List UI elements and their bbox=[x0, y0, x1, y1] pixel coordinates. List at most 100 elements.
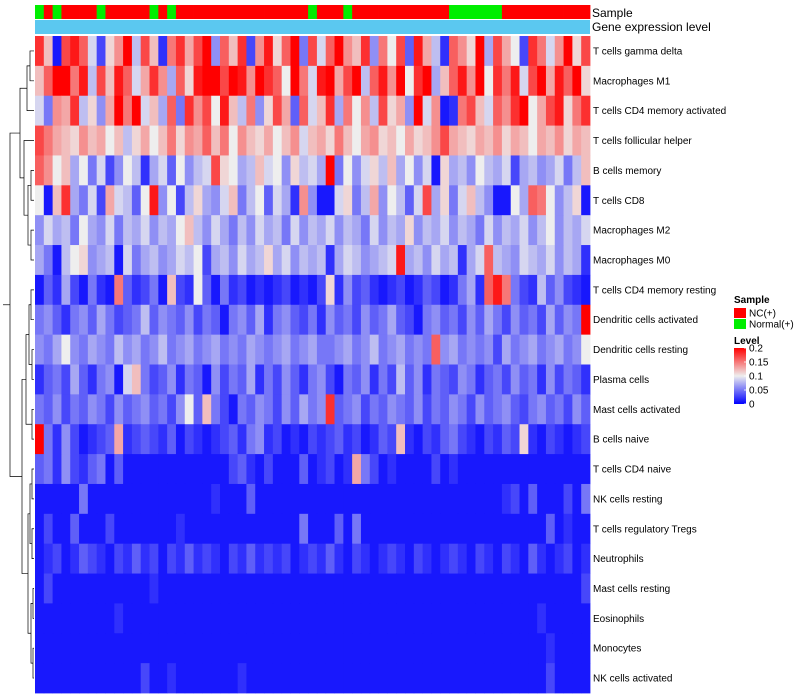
heatmap-cell bbox=[563, 245, 573, 276]
level-bar bbox=[35, 20, 590, 34]
heatmap-cell bbox=[290, 364, 300, 395]
heatmap-cell bbox=[184, 95, 194, 126]
heatmap-cell bbox=[52, 424, 62, 455]
heatmap-cell bbox=[387, 155, 397, 186]
heatmap-cell bbox=[387, 95, 397, 126]
heatmap-cell bbox=[202, 663, 212, 694]
heatmap-cell bbox=[396, 543, 406, 574]
heatmap-cell bbox=[255, 245, 265, 276]
heatmap-cell bbox=[131, 513, 142, 545]
heatmap-cell bbox=[87, 424, 98, 455]
heatmap-cell bbox=[123, 274, 133, 306]
heatmap-cell bbox=[220, 424, 230, 455]
heatmap-cell bbox=[545, 304, 556, 336]
heatmap-cell bbox=[35, 573, 45, 604]
heatmap-cell bbox=[175, 394, 186, 425]
heatmap-cell bbox=[396, 364, 406, 395]
heatmap-cell bbox=[272, 215, 283, 246]
heatmap-cell bbox=[290, 543, 300, 574]
heatmap-cell bbox=[299, 245, 309, 276]
heatmap-cell bbox=[228, 65, 239, 97]
heatmap-cell bbox=[528, 334, 538, 365]
heatmap-cell bbox=[510, 334, 520, 365]
heatmap-cell bbox=[378, 155, 388, 186]
row-label: NK cells resting bbox=[593, 494, 662, 505]
heatmap-cell bbox=[167, 334, 177, 365]
heatmap-cell bbox=[140, 483, 150, 515]
heatmap-cell bbox=[43, 36, 54, 67]
heatmap-cell bbox=[581, 633, 591, 664]
heatmap-cell bbox=[475, 364, 485, 395]
heatmap-cell bbox=[255, 215, 265, 246]
heatmap-cell bbox=[501, 334, 512, 365]
heatmap-cell bbox=[325, 663, 335, 694]
heatmap-cell bbox=[35, 513, 45, 545]
heatmap-cell bbox=[449, 394, 459, 425]
heatmap-cell bbox=[484, 304, 494, 336]
heatmap-cell bbox=[369, 573, 379, 604]
heatmap-cell bbox=[140, 603, 150, 634]
heatmap-cell bbox=[123, 65, 133, 97]
heatmap-cell bbox=[237, 274, 247, 306]
heatmap-cell bbox=[457, 454, 468, 485]
heatmap-cell bbox=[281, 36, 291, 67]
heatmap-cell bbox=[466, 483, 476, 515]
legend-tick-label: 0 bbox=[749, 400, 755, 411]
heatmap-cell bbox=[413, 65, 424, 97]
heatmap-cell bbox=[290, 215, 300, 246]
heatmap-cell bbox=[545, 95, 556, 126]
row-label: Mast cells activated bbox=[593, 405, 680, 416]
sample-cell bbox=[264, 5, 274, 19]
heatmap-cell bbox=[158, 274, 168, 306]
heatmap-cell bbox=[158, 663, 168, 694]
heatmap-cell bbox=[545, 603, 556, 634]
heatmap-cell bbox=[378, 125, 388, 156]
heatmap-cell bbox=[167, 125, 177, 156]
heatmap-cell bbox=[422, 543, 432, 574]
heatmap-cell bbox=[493, 513, 503, 545]
sample-cell bbox=[290, 5, 300, 19]
heatmap-cell bbox=[334, 364, 344, 395]
heatmap-cell bbox=[378, 304, 388, 336]
heatmap-cell bbox=[131, 274, 142, 306]
sample-cell bbox=[475, 5, 485, 19]
heatmap-cell bbox=[360, 334, 371, 365]
dendrogram-branch bbox=[29, 50, 34, 82]
heatmap-cell bbox=[352, 245, 362, 276]
heatmap-cell bbox=[281, 483, 291, 515]
heatmap-cell bbox=[475, 215, 485, 246]
heatmap-cell bbox=[422, 245, 432, 276]
heatmap-cell bbox=[378, 454, 388, 485]
heatmap-cell bbox=[528, 65, 538, 97]
heatmap-cell bbox=[537, 603, 547, 634]
heatmap-cell bbox=[131, 155, 142, 186]
heatmap-cell bbox=[246, 483, 256, 515]
heatmap-cell bbox=[316, 603, 327, 634]
heatmap-cell bbox=[264, 65, 274, 97]
heatmap-cell bbox=[563, 364, 573, 395]
heatmap-cell bbox=[440, 454, 450, 485]
heatmap-cell bbox=[396, 334, 406, 365]
heatmap-cell bbox=[440, 364, 450, 395]
heatmap-cell bbox=[237, 454, 247, 485]
heatmap-cell bbox=[545, 274, 556, 306]
heatmap-cell bbox=[52, 334, 62, 365]
heatmap-cell bbox=[519, 185, 529, 216]
heatmap-cell bbox=[581, 513, 591, 545]
heatmap-cell bbox=[140, 573, 150, 604]
row-label: Plasma cells bbox=[593, 375, 649, 386]
heatmap-cell bbox=[114, 95, 124, 126]
heatmap-cell bbox=[52, 483, 62, 515]
heatmap-cell bbox=[343, 215, 353, 246]
heatmap-cell bbox=[537, 633, 547, 664]
heatmap-cell bbox=[202, 215, 212, 246]
heatmap-cell bbox=[105, 245, 115, 276]
heatmap-cell bbox=[264, 155, 274, 186]
heatmap-cell bbox=[422, 483, 432, 515]
heatmap-cell bbox=[440, 155, 450, 186]
heatmap-cell bbox=[255, 424, 265, 455]
heatmap-cell bbox=[290, 633, 300, 664]
heatmap-cell bbox=[211, 483, 221, 515]
heatmap-cell bbox=[308, 274, 318, 306]
heatmap-cell bbox=[220, 603, 230, 634]
